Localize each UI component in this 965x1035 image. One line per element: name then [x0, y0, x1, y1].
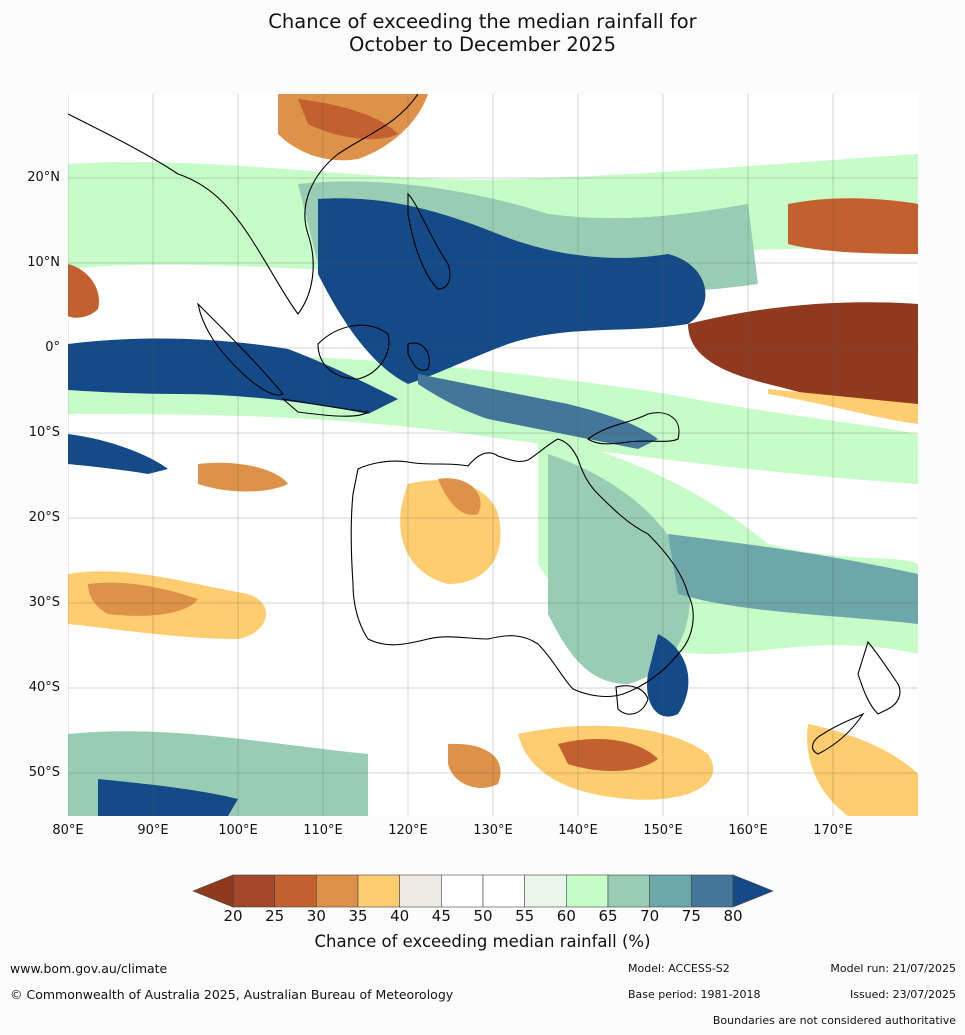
lon-label-90e: 90°E	[137, 823, 169, 838]
lon-label-140e: 140°E	[558, 823, 598, 838]
region-pacific-dry-margin	[768, 389, 918, 424]
legend-tick-label: 70	[640, 907, 660, 925]
legend-tick-label: 25	[265, 907, 285, 925]
lat-label-30s: 30°S	[28, 595, 60, 610]
legend-tick-label: 45	[431, 907, 451, 925]
lat-label-equator: 0°	[45, 340, 60, 355]
legend-swatch	[232, 874, 275, 908]
lat-label-50s: 50°S	[28, 765, 60, 780]
lon-label-150e: 150°E	[643, 823, 683, 838]
region-north-pacific-dry	[788, 198, 918, 254]
legend-swatch	[274, 874, 317, 908]
region-timor-dry	[198, 462, 288, 492]
asia-coastline	[68, 94, 419, 315]
rainfall-map-canvas	[68, 94, 918, 816]
footer-model: Model: ACCESS-S2	[628, 962, 730, 975]
legend-tick-label: 40	[390, 907, 410, 925]
legend-swatch	[566, 874, 609, 908]
colour-legend	[192, 874, 774, 908]
lon-label-120e: 120°E	[388, 823, 428, 838]
region-kimberley-dry	[438, 478, 481, 515]
region-west-dry	[68, 264, 99, 318]
philippines-coastline	[407, 192, 451, 290]
lon-label-170e: 170°E	[813, 823, 853, 838]
legend-tick-label: 50	[473, 907, 493, 925]
region-new-zealand-dry	[807, 724, 918, 816]
footer-copyright: © Commonwealth of Australia 2025, Austra…	[10, 987, 454, 1002]
rainfall-map	[68, 94, 918, 816]
borneo-coastline	[317, 324, 390, 380]
lat-label-10s: 10°S	[28, 425, 60, 440]
title-line-1: Chance of exceeding the median rainfall …	[268, 10, 697, 33]
legend-tick-label: 65	[598, 907, 618, 925]
legend-tick-label: 35	[348, 907, 368, 925]
map-title: Chance of exceeding the median rainfall …	[0, 10, 965, 56]
sumatra-coastline	[197, 302, 284, 396]
coastlines	[68, 94, 901, 755]
legend-swatch	[441, 874, 484, 908]
region-southern-ocean-wet	[98, 779, 238, 816]
lat-label-20s: 20°S	[28, 510, 60, 525]
lat-label-40s: 40°S	[28, 680, 60, 695]
lon-label-80e: 80°E	[52, 823, 84, 838]
legend-over-arrow	[732, 874, 774, 908]
legend-tick-label: 30	[306, 907, 326, 925]
region-eastern-indian-ocean-wet	[68, 338, 398, 414]
lat-label-10n: 10°N	[27, 255, 60, 270]
australia-coastline	[350, 438, 694, 698]
new-zealand-south-coastline	[812, 712, 865, 755]
lat-label-20n: 20°N	[27, 170, 60, 185]
legend-tick-label: 55	[515, 907, 535, 925]
footer-base-period: Base period: 1981-2018	[628, 988, 761, 1001]
lon-label-130e: 130°E	[473, 823, 513, 838]
footer-disclaimer: Boundaries are not considered authoritat…	[712, 1014, 956, 1027]
region-east-coast-teal	[548, 454, 690, 684]
region-banda-sea	[418, 374, 658, 449]
legend-swatch	[399, 874, 442, 908]
footer-issued: Issued: 23/07/2025	[849, 988, 956, 1001]
legend-tick-label: 80	[723, 907, 743, 925]
title-line-2: October to December 2025	[349, 33, 616, 56]
legend-swatch	[607, 874, 650, 908]
lon-label-100e: 100°E	[218, 823, 258, 838]
legend-tick-label: 20	[223, 907, 243, 925]
legend-swatch	[482, 874, 525, 908]
legend-swatch	[357, 874, 400, 908]
legend-tick-label: 75	[681, 907, 701, 925]
region-indian-ocean-wet-band	[68, 434, 168, 474]
new-guinea-coastline	[587, 412, 680, 445]
region-southern-ocean-drier	[558, 739, 658, 771]
new-zealand-north-coastline	[857, 640, 901, 715]
region-indian-ocean-drier	[88, 582, 198, 616]
lon-label-160e: 160°E	[728, 823, 768, 838]
legend-title: Chance of exceeding median rainfall (%)	[314, 932, 651, 951]
sulawesi-coastline	[407, 342, 430, 371]
lon-label-110e: 110°E	[303, 823, 343, 838]
region-south-dry-patch	[448, 743, 501, 788]
legend-swatch	[649, 874, 692, 908]
region-equatorial-pacific-dry	[688, 302, 918, 414]
footer-model-run: Model run: 21/07/2025	[830, 962, 956, 975]
java-coastline	[281, 398, 370, 417]
tasmania-coastline	[615, 685, 649, 715]
legend-tick-label: 60	[556, 907, 576, 925]
region-coral-sea-teal	[668, 534, 918, 624]
legend-under-arrow	[192, 874, 234, 908]
legend-swatch	[691, 874, 734, 908]
legend-swatch	[524, 874, 567, 908]
footer-website: www.bom.gov.au/climate	[10, 961, 168, 976]
legend-swatch	[316, 874, 359, 908]
